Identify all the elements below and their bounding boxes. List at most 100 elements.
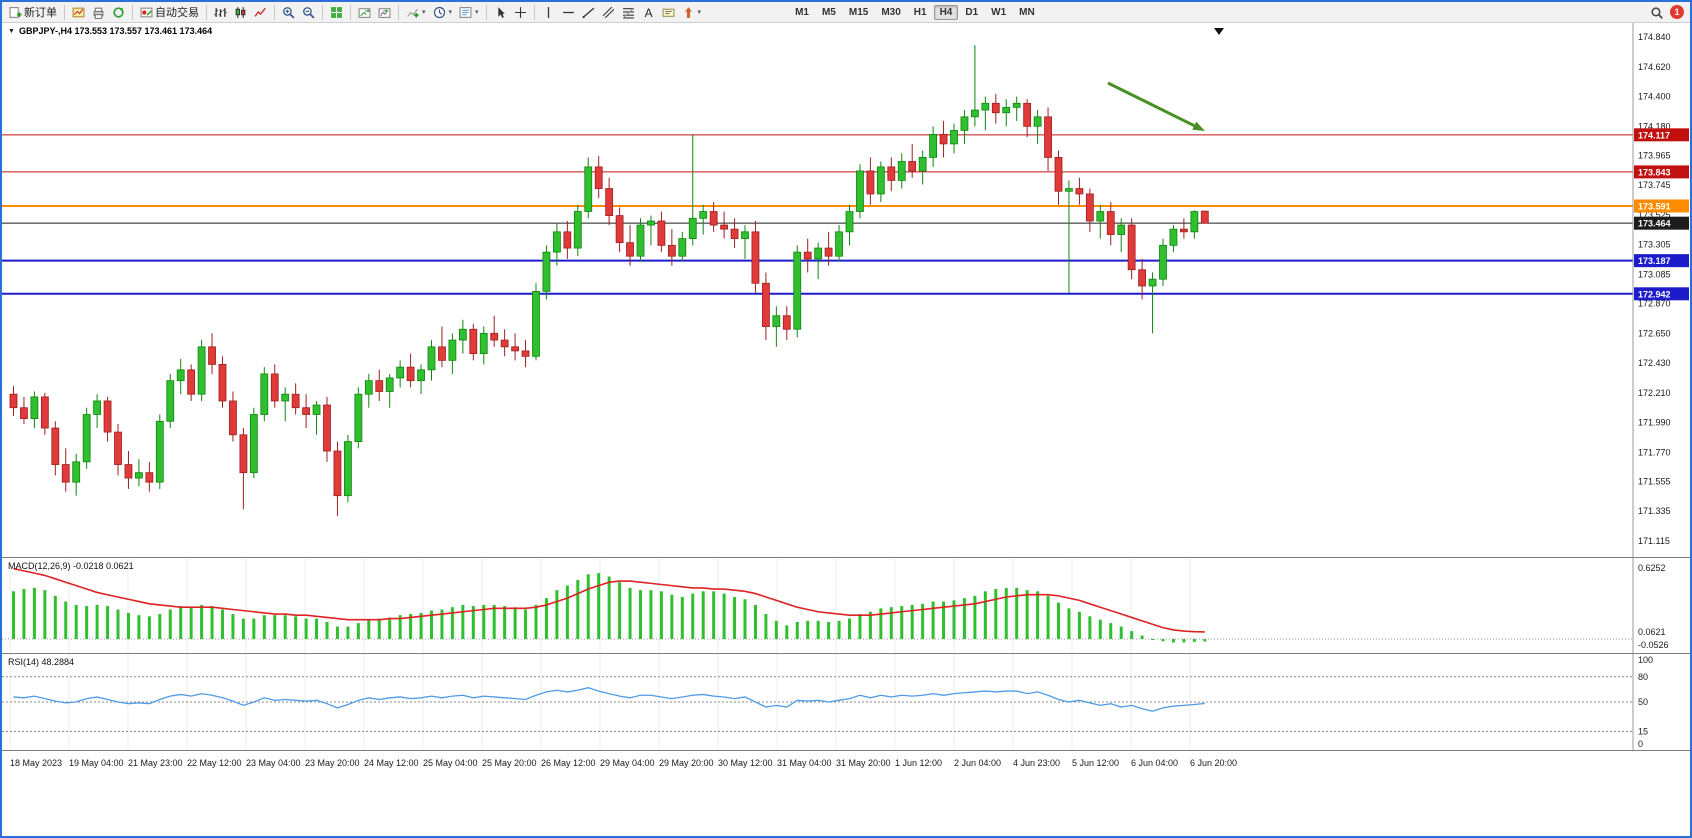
time-label: 21 May 23:00 — [128, 758, 183, 768]
macd-axis-labels: 0.6252 -0.0526 0.0621 — [1638, 563, 1669, 650]
svg-text:174.180: 174.180 — [1638, 121, 1671, 131]
macd-canvas[interactable]: 0.6252 -0.0526 0.0621 — [2, 558, 1690, 653]
svg-text:0: 0 — [1638, 739, 1643, 749]
trendline-tool-button[interactable] — [579, 2, 598, 22]
timeframe-W1[interactable]: W1 — [991, 6, 1007, 18]
dropdown-arrow-icon[interactable]: ▾ — [475, 9, 479, 16]
timeframe-H1[interactable]: H1 — [913, 6, 927, 18]
chart-shift-icon — [378, 6, 391, 19]
bar-chart-mode-button[interactable] — [211, 2, 230, 22]
search-button[interactable] — [1647, 2, 1666, 22]
price-chart-panel[interactable]: 174.840 174.620 174.400 174.180 173.965 173.7… — [2, 23, 1690, 558]
rsi-panel[interactable]: 100 80 50 15 0 RSI(14) 48.2884 — [2, 654, 1690, 751]
auto-scroll-button[interactable] — [355, 2, 374, 22]
time-label: 5 Jun 12:00 — [1072, 758, 1120, 768]
period-select-button[interactable]: ▾ — [430, 2, 456, 22]
timeframe-M1[interactable]: M1 — [795, 6, 809, 18]
new-chart-button[interactable] — [69, 2, 88, 22]
channel-icon — [602, 6, 615, 19]
svg-text:173.305: 173.305 — [1638, 240, 1671, 250]
timeframe-D1[interactable]: D1 — [965, 6, 979, 18]
svg-text:171.115: 171.115 — [1638, 536, 1670, 546]
timeframe-M15[interactable]: M15 — [848, 6, 869, 18]
new-order-icon — [9, 6, 22, 19]
svg-text:100: 100 — [1638, 655, 1653, 665]
time-label: 29 May 20:00 — [659, 758, 714, 768]
text-label-tool-button[interactable] — [659, 2, 678, 22]
svg-text:171.990: 171.990 — [1638, 418, 1671, 428]
zoom-in-button[interactable] — [279, 2, 298, 22]
time-label: 25 May 04:00 — [423, 758, 478, 768]
symbol-ohlc-title: GBPJPY-,H4 173.553 173.557 173.461 173.4… — [18, 26, 213, 36]
svg-text:174.400: 174.400 — [1638, 92, 1671, 102]
toolbar-separator — [398, 4, 399, 20]
vertical-line-tool-button[interactable] — [539, 2, 558, 22]
shapes-icon — [682, 6, 695, 19]
tile-windows-button[interactable] — [327, 2, 346, 22]
line-chart-icon — [254, 6, 267, 19]
dropdown-arrow-icon[interactable]: ▾ — [448, 9, 453, 16]
chart-shift-button[interactable] — [375, 2, 394, 22]
rsi-canvas[interactable]: 100 80 50 15 0 — [2, 654, 1690, 750]
timeframe-group: M1 M5 M15 M30 H1 H4 D1 W1 MN — [789, 4, 1041, 20]
toolbar-separator — [533, 4, 535, 20]
print-button[interactable] — [89, 2, 108, 22]
timeframe-H4[interactable]: H4 — [933, 4, 959, 20]
collapse-triangle-icon[interactable]: ▼ — [8, 27, 15, 35]
dropdown-arrow-icon[interactable]: ▾ — [422, 9, 426, 16]
price-level-badges: 174.117 173.843 173.591 173.464 173.187 172.9… — [1634, 128, 1689, 301]
rsi-axis-labels: 100 80 50 15 0 — [1638, 655, 1653, 749]
price-chart-canvas[interactable]: 174.840 174.620 174.400 174.180 173.965 173.7… — [2, 23, 1690, 557]
line-chart-mode-button[interactable] — [251, 2, 270, 22]
svg-text:50: 50 — [1638, 697, 1648, 707]
timeframe-M5[interactable]: M5 — [821, 6, 836, 18]
horizontal-line-tool-button[interactable] — [559, 2, 578, 22]
rsi-label: RSI(14) 48.2884 — [8, 657, 75, 667]
new-order-label: 新订单 — [24, 7, 57, 19]
zoom-in-icon — [282, 6, 295, 19]
toolbar-right: 1 — [1647, 2, 1686, 22]
svg-text:-0.0526: -0.0526 — [1638, 640, 1669, 650]
tile-windows-icon — [330, 6, 343, 19]
refresh-icon — [112, 6, 125, 19]
fibonacci-tool-button[interactable] — [619, 2, 638, 22]
add-indicator-icon — [406, 6, 419, 19]
candlestick-mode-button[interactable] — [231, 2, 250, 22]
macd-panel[interactable]: 0.6252 -0.0526 0.0621 MACD(12,26,9) -0.021… — [2, 558, 1690, 654]
macd-histogram — [12, 573, 1207, 643]
crosshair-tool-button[interactable] — [511, 2, 530, 22]
zoom-out-button[interactable] — [299, 2, 318, 22]
svg-text:174.840: 174.840 — [1638, 32, 1671, 42]
time-axis[interactable]: 18 May 2023 19 May 04:00 21 May 23:00 22 Ma… — [2, 751, 1690, 774]
time-label: 22 May 12:00 — [187, 758, 242, 768]
autotrading-button[interactable]: 自动交易 — [137, 2, 202, 22]
time-label: 18 May 2023 — [10, 758, 63, 768]
vline-icon — [542, 6, 555, 19]
time-label: 31 May 20:00 — [836, 758, 891, 768]
dropdown-arrow-icon[interactable]: ▾ — [697, 9, 702, 16]
price-levels — [2, 134, 1633, 295]
cursor-tool-button[interactable] — [491, 2, 510, 22]
add-indicator-button[interactable]: ▾ — [403, 2, 429, 22]
time-label: 6 Jun 04:00 — [1131, 758, 1179, 768]
notification-badge[interactable]: 1 — [1670, 5, 1684, 19]
zoom-out-icon — [302, 6, 315, 19]
time-label: 6 Jun 20:00 — [1190, 758, 1238, 768]
time-label: 2 Jun 04:00 — [954, 758, 1002, 768]
refresh-button[interactable] — [109, 2, 128, 22]
svg-text:171.555: 171.555 — [1638, 476, 1671, 486]
time-label: 4 Jun 23:00 — [1013, 758, 1061, 768]
arrows-tool-button[interactable]: ▾ — [679, 2, 705, 22]
trendline-icon — [582, 6, 595, 19]
new-order-button[interactable]: 新订单 — [6, 2, 60, 22]
template-select-button[interactable]: ▾ — [456, 2, 482, 22]
text-tool-button[interactable]: A — [639, 2, 658, 22]
candle-chart-icon — [234, 6, 247, 19]
printer-icon — [92, 6, 105, 19]
channel-tool-button[interactable] — [599, 2, 618, 22]
macd-label: MACD(12,26,9) -0.0218 0.0621 — [8, 561, 134, 571]
scroll-to-end-icon — [1214, 28, 1224, 35]
timeframe-MN[interactable]: MN — [1019, 6, 1035, 18]
svg-text:173.525: 173.525 — [1638, 210, 1671, 220]
timeframe-M30[interactable]: M30 — [881, 6, 901, 18]
